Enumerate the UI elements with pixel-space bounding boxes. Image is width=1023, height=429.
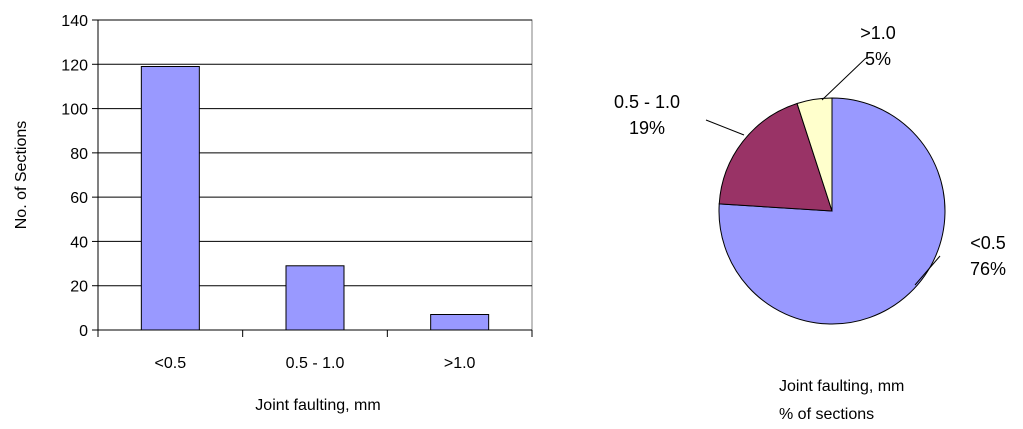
y-tick-label: 60 — [70, 190, 88, 207]
x-axis-title: Joint faulting, mm — [255, 397, 380, 414]
leader-line — [705, 119, 745, 136]
pie-label: >1.0 — [860, 23, 896, 43]
y-tick-label: 140 — [61, 13, 88, 30]
pie-label: <0.5 — [970, 233, 1006, 253]
leader-line — [914, 255, 941, 286]
bar — [140, 66, 200, 331]
pie-value-label: 76% — [970, 259, 1006, 279]
y-tick-label: 20 — [70, 279, 88, 296]
pie-caption-line1: Joint faulting, mm — [779, 378, 904, 395]
y-tick-label: 120 — [61, 57, 88, 74]
pie-label: 0.5 - 1.0 — [614, 92, 680, 112]
pie-caption-line2: % of sections — [779, 406, 874, 423]
pie-value-label: 19% — [629, 118, 665, 138]
x-tick-label: <0.5 — [155, 355, 187, 372]
pie-slice — [718, 102, 833, 212]
pie-value-label: 5% — [865, 49, 891, 69]
y-tick-label: 80 — [70, 146, 88, 163]
y-tick-label: 100 — [61, 102, 88, 119]
bar-chart: 0 20 40 60 80 100 120 140 <0.5 0.5 - 1.0 >1.0 Joint… — [13, 13, 533, 414]
y-axis-title: No. of Sections — [13, 121, 30, 230]
y-tick-label: 40 — [70, 234, 88, 251]
pie-chart: <0.5 76% 0.5 - 1.0 19% >1.0 5% Joint faulting,… — [614, 23, 1006, 423]
leader-line — [821, 57, 867, 101]
bar — [430, 314, 490, 331]
x-tick-label: >1.0 — [444, 355, 476, 372]
y-tick-label: 0 — [79, 323, 88, 340]
pie-slice — [796, 97, 833, 212]
bar — [285, 265, 345, 331]
x-tick-label: 0.5 - 1.0 — [286, 355, 345, 372]
